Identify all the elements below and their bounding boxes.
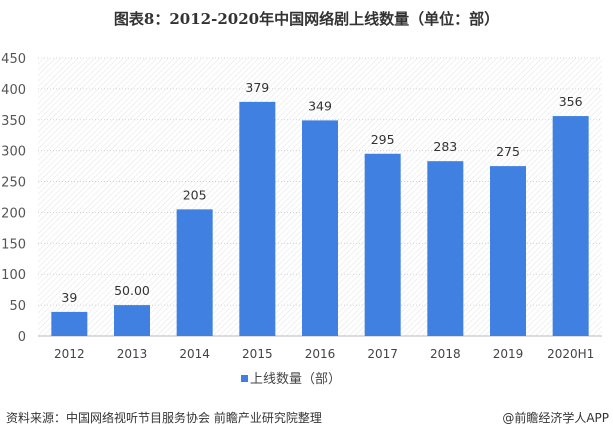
y-tick-label: 200 xyxy=(1,206,26,221)
bar xyxy=(427,161,464,336)
chart-title: 图表8：2012-2020年中国网络剧上线数量（单位：部） xyxy=(113,10,500,28)
x-tick-label: 2019 xyxy=(493,347,524,361)
y-tick-label: 0 xyxy=(18,330,26,345)
x-tick-label: 2013 xyxy=(117,347,148,361)
bar xyxy=(114,305,150,336)
bar xyxy=(552,116,589,337)
credit-note: @前瞻经济学人APP xyxy=(502,411,609,425)
data-label: 356 xyxy=(559,94,583,109)
y-tick-label: 100 xyxy=(1,268,26,283)
data-label: 275 xyxy=(496,144,520,159)
data-label: 349 xyxy=(308,98,332,113)
data-label: 50.00 xyxy=(114,283,150,298)
y-tick-label: 450 xyxy=(1,52,26,67)
bar xyxy=(490,166,526,336)
x-tick-label: 2017 xyxy=(367,347,398,361)
y-tick-label: 50 xyxy=(9,299,26,314)
bar xyxy=(176,209,213,336)
x-tick-label: 2016 xyxy=(305,347,336,361)
y-tick-label: 350 xyxy=(1,114,26,129)
x-tick-label: 2018 xyxy=(430,347,461,361)
data-label: 295 xyxy=(371,132,395,147)
bar xyxy=(364,153,401,336)
source-note: 资料来源：中国网络视听节目服务协会 前瞻产业研究院整理 xyxy=(6,411,322,425)
y-tick-label: 400 xyxy=(1,83,26,98)
y-tick-label: 150 xyxy=(1,237,26,252)
bar xyxy=(239,101,276,337)
x-tick-label: 2015 xyxy=(242,347,273,361)
data-label: 39 xyxy=(61,290,77,305)
data-label: 283 xyxy=(433,139,457,154)
y-tick-label: 250 xyxy=(1,176,26,191)
bar xyxy=(51,311,88,336)
legend-label: 上线数量（部） xyxy=(250,372,341,387)
x-tick-label: 2014 xyxy=(179,347,210,361)
y-tick-label: 300 xyxy=(1,145,26,160)
legend-swatch xyxy=(241,375,248,382)
x-tick-label: 2012 xyxy=(54,347,85,361)
data-label: 379 xyxy=(245,80,269,95)
data-label: 205 xyxy=(183,187,207,202)
x-tick-label: 2020H1 xyxy=(547,347,594,361)
bar xyxy=(302,120,338,336)
